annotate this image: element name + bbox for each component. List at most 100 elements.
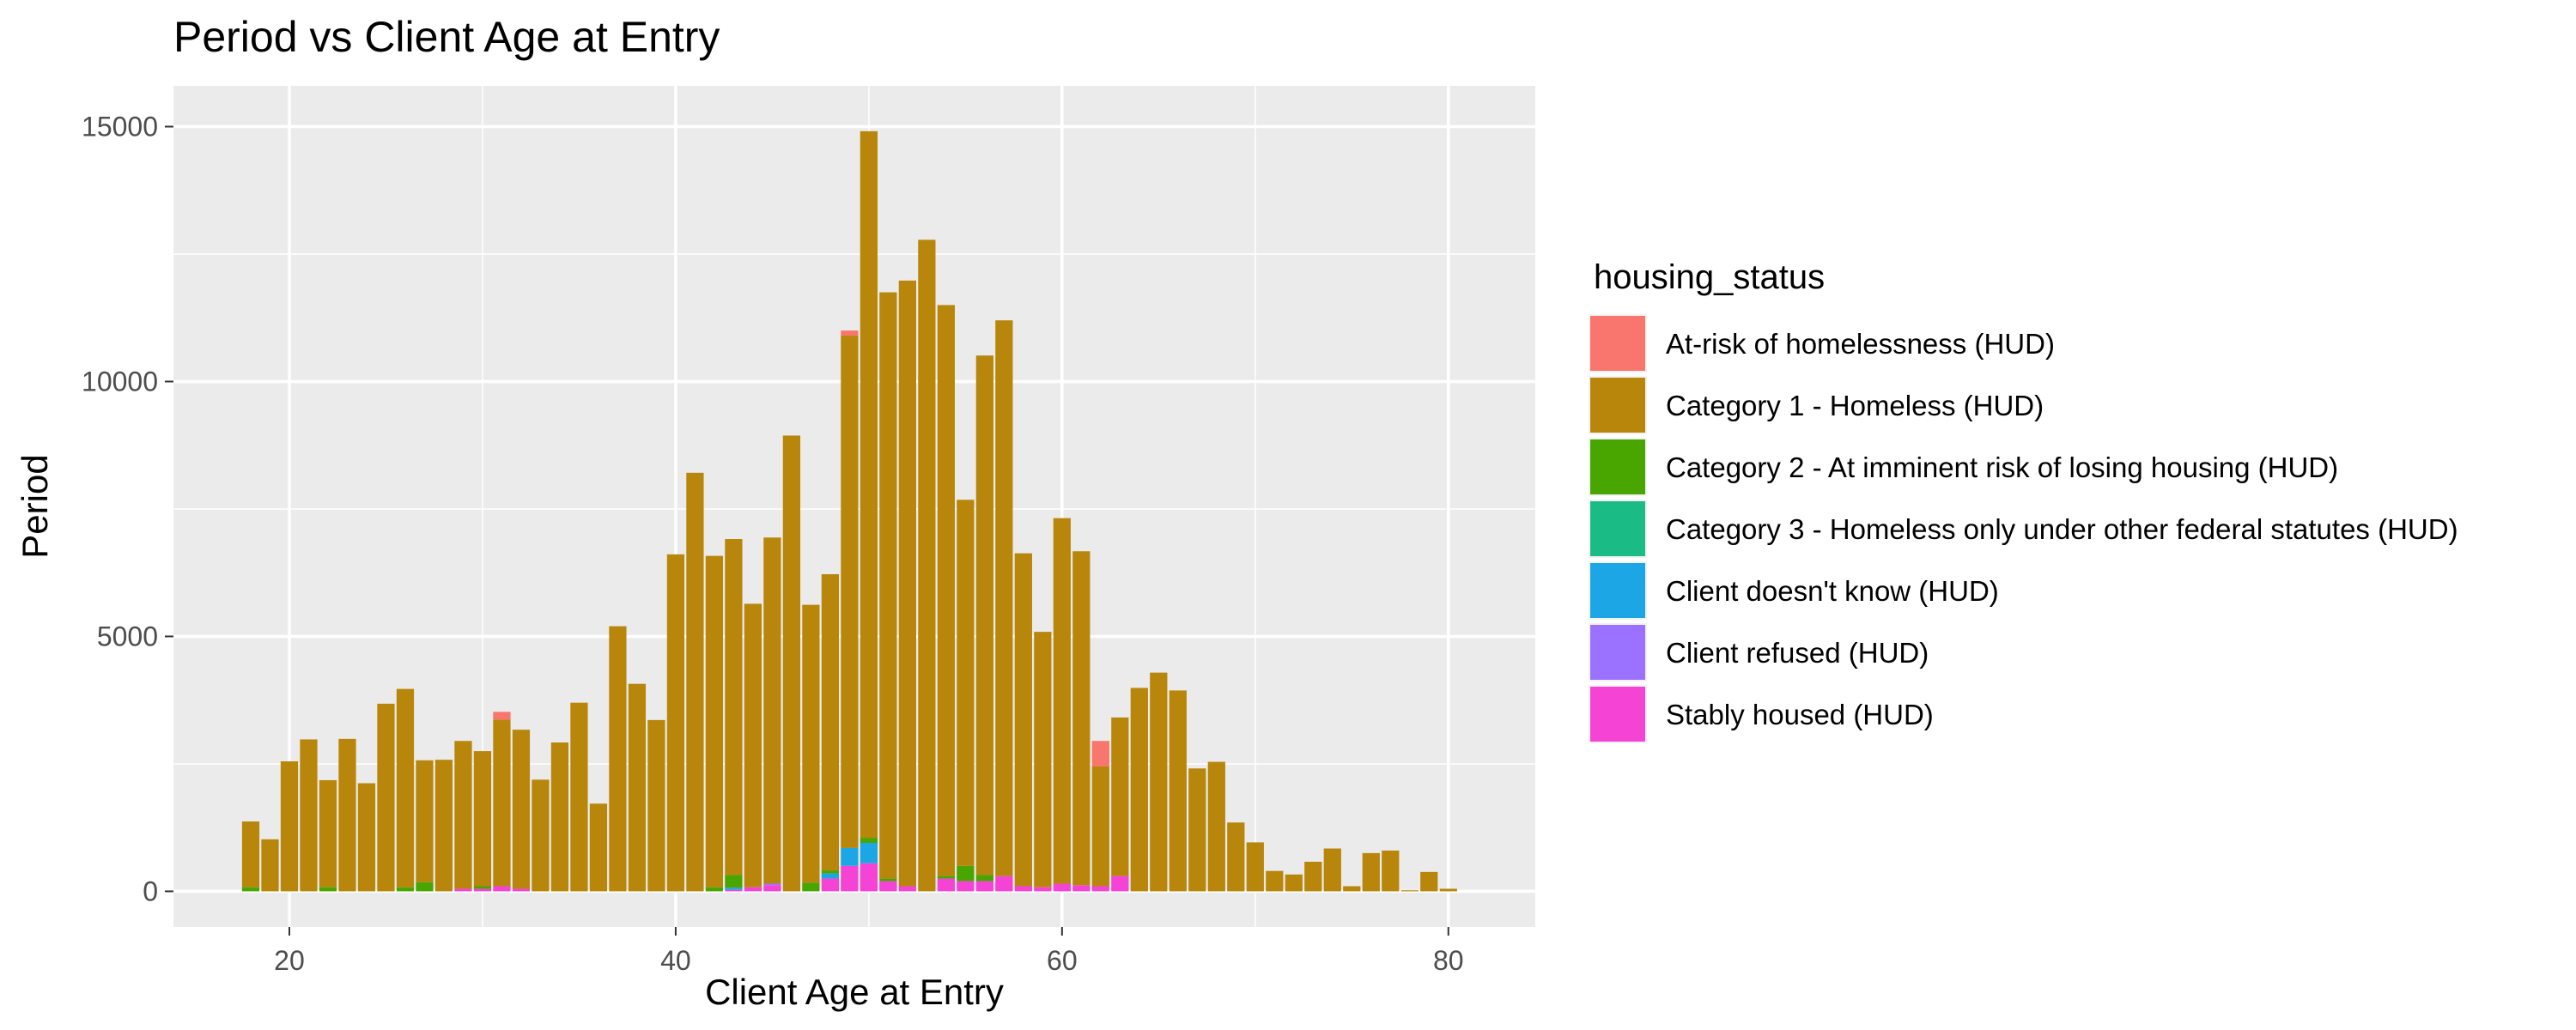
legend-swatch-category-3-homeless-only-under-other-federal-statutes-hud xyxy=(1590,501,1645,556)
bar-category-1-homeless-hud-age-49 xyxy=(841,336,859,848)
legend: At-risk of homelessness (HUD) Category 1 … xyxy=(1589,314,2458,743)
bar-category-1-homeless-hud-age-72 xyxy=(1285,874,1303,892)
legend-swatch-client-doesn-t-know-hud xyxy=(1590,563,1645,618)
bar-category-1-homeless-hud-age-23 xyxy=(338,738,356,892)
bar-category-1-homeless-hud-age-41 xyxy=(686,472,704,892)
bar-category-1-homeless-hud-age-61 xyxy=(1072,551,1091,886)
bar-category-1-homeless-hud-age-31 xyxy=(493,719,511,887)
x-tick-label: 60 xyxy=(1047,945,1078,976)
bar-category-2-at-imminent-risk-of-losing-housing-hud-age-56 xyxy=(975,875,993,882)
bar-category-1-homeless-hud-age-48 xyxy=(821,573,840,871)
bar-stably-housed-hud-age-56 xyxy=(975,881,993,892)
bar-category-1-homeless-hud-age-59 xyxy=(1034,632,1052,888)
bar-stably-housed-hud-age-30 xyxy=(473,888,492,892)
bar-category-1-homeless-hud-age-47 xyxy=(802,604,820,883)
bar-category-1-homeless-hud-age-52 xyxy=(898,280,916,887)
legend-label-at-risk-of-homelessness-hud: At-risk of homelessness (HUD) xyxy=(1666,328,2055,360)
bar-category-2-at-imminent-risk-of-losing-housing-hud-age-47 xyxy=(802,882,820,892)
bar-stably-housed-hud-age-31 xyxy=(493,886,511,892)
bar-stably-housed-hud-age-43 xyxy=(725,889,743,892)
bar-category-1-homeless-hud-age-36 xyxy=(589,803,608,892)
bar-category-1-homeless-hud-age-25 xyxy=(377,703,395,892)
bar-category-1-homeless-hud-age-62 xyxy=(1091,766,1109,887)
y-axis-title: Period xyxy=(15,454,55,558)
bar-category-1-homeless-hud-age-27 xyxy=(416,760,434,882)
y-tick-label: 10000 xyxy=(82,366,158,397)
bar-category-1-homeless-hud-age-79 xyxy=(1420,871,1438,892)
bar-category-1-homeless-hud-age-70 xyxy=(1246,842,1264,892)
bar-stably-housed-hud-age-29 xyxy=(454,888,472,892)
bar-category-2-at-imminent-risk-of-losing-housing-hud-age-51 xyxy=(879,878,897,882)
bar-category-2-at-imminent-risk-of-losing-housing-hud-age-27 xyxy=(416,882,434,892)
bar-category-1-homeless-hud-age-63 xyxy=(1111,717,1129,876)
bar-client-doesn-t-know-hud-age-43 xyxy=(725,888,743,890)
bar-stably-housed-hud-age-45 xyxy=(763,885,781,892)
bar-category-1-homeless-hud-age-64 xyxy=(1130,688,1148,892)
bar-category-1-homeless-hud-age-73 xyxy=(1304,861,1322,892)
bar-stably-housed-hud-age-59 xyxy=(1034,887,1052,892)
legend-swatch-at-risk-of-homelessness-hud xyxy=(1590,316,1645,371)
bar-category-1-homeless-hud-age-18 xyxy=(241,821,260,888)
bar-category-1-homeless-hud-age-65 xyxy=(1150,672,1168,892)
bars xyxy=(241,130,1457,892)
bar-category-1-homeless-hud-age-22 xyxy=(319,779,337,888)
bar-category-1-homeless-hud-age-40 xyxy=(666,554,685,892)
bar-category-2-at-imminent-risk-of-losing-housing-hud-age-26 xyxy=(396,887,415,892)
bar-category-1-homeless-hud-age-66 xyxy=(1169,690,1187,892)
bar-category-1-homeless-hud-age-37 xyxy=(609,626,627,892)
legend-label-stably-housed-hud: Stably housed (HUD) xyxy=(1666,699,1934,730)
bar-stably-housed-hud-age-32 xyxy=(512,888,531,892)
bar-category-1-homeless-hud-age-43 xyxy=(725,539,743,876)
bar-category-1-homeless-hud-age-68 xyxy=(1207,761,1225,892)
bar-category-1-homeless-hud-age-71 xyxy=(1266,870,1284,892)
bar-category-1-homeless-hud-age-77 xyxy=(1382,850,1400,892)
bar-category-1-homeless-hud-age-29 xyxy=(454,741,472,889)
bar-category-1-homeless-hud-age-78 xyxy=(1400,890,1419,892)
legend-swatch-stably-housed-hud xyxy=(1590,687,1645,742)
bar-category-1-homeless-hud-age-53 xyxy=(918,239,936,892)
bar-category-1-homeless-hud-age-44 xyxy=(744,603,762,888)
bar-stably-housed-hud-age-52 xyxy=(898,886,916,892)
bar-category-1-homeless-hud-age-46 xyxy=(782,435,801,892)
bar-category-1-homeless-hud-age-76 xyxy=(1362,852,1380,892)
bar-category-2-at-imminent-risk-of-losing-housing-hud-age-48 xyxy=(821,870,840,874)
bar-category-1-homeless-hud-age-74 xyxy=(1323,848,1341,892)
bar-category-1-homeless-hud-age-55 xyxy=(957,500,975,866)
y-tick-label: 15000 xyxy=(82,112,158,142)
bar-category-1-homeless-hud-age-54 xyxy=(937,305,955,876)
bar-category-2-at-imminent-risk-of-losing-housing-hud-age-22 xyxy=(319,887,337,892)
bar-category-1-homeless-hud-age-20 xyxy=(280,760,299,892)
y-tick-label: 5000 xyxy=(97,621,158,651)
chart-title: Period vs Client Age at Entry xyxy=(173,13,720,61)
bar-stably-housed-hud-age-57 xyxy=(995,876,1013,892)
bar-category-1-homeless-hud-age-38 xyxy=(628,683,647,892)
axes: 20 40 60 80 0 5000 10000 15000 xyxy=(82,112,1464,976)
bar-category-1-homeless-hud-age-57 xyxy=(995,320,1013,876)
bar-category-2-at-imminent-risk-of-losing-housing-hud-age-54 xyxy=(937,876,955,879)
bar-category-1-homeless-hud-age-60 xyxy=(1053,518,1071,884)
bar-client-doesn-t-know-hud-age-49 xyxy=(841,847,859,866)
bar-stably-housed-hud-age-54 xyxy=(937,878,955,892)
bar-category-1-homeless-hud-age-42 xyxy=(705,555,724,888)
bar-category-1-homeless-hud-age-56 xyxy=(975,355,993,876)
bar-at-risk-of-homelessness-hud-age-31 xyxy=(493,712,511,720)
bar-category-1-homeless-hud-age-45 xyxy=(763,537,781,884)
bar-category-1-homeless-hud-age-32 xyxy=(512,730,531,889)
bar-category-1-homeless-hud-age-35 xyxy=(570,702,588,892)
bar-category-1-homeless-hud-age-58 xyxy=(1014,553,1032,887)
bar-category-1-homeless-hud-age-24 xyxy=(357,783,376,892)
bar-category-2-at-imminent-risk-of-losing-housing-hud-age-50 xyxy=(860,838,878,843)
bar-category-2-at-imminent-risk-of-losing-housing-hud-age-30 xyxy=(473,886,492,889)
bar-category-1-homeless-hud-age-69 xyxy=(1227,822,1245,892)
bar-stably-housed-hud-age-61 xyxy=(1072,885,1091,892)
bar-category-2-at-imminent-risk-of-losing-housing-hud-age-43 xyxy=(725,875,743,888)
bar-client-doesn-t-know-hud-age-50 xyxy=(860,843,878,863)
legend-label-category-3-homeless-only-under-other-federal-statutes-hud: Category 3 - Homeless only under other f… xyxy=(1666,513,2458,545)
bar-category-1-homeless-hud-age-51 xyxy=(879,292,897,879)
legend-label-client-refused-hud: Client refused (HUD) xyxy=(1666,637,1929,669)
bar-category-1-homeless-hud-age-75 xyxy=(1343,886,1361,892)
bar-category-2-at-imminent-risk-of-losing-housing-hud-age-42 xyxy=(705,887,724,892)
bar-stably-housed-hud-age-50 xyxy=(860,863,878,892)
bar-category-1-homeless-hud-age-28 xyxy=(434,760,453,892)
